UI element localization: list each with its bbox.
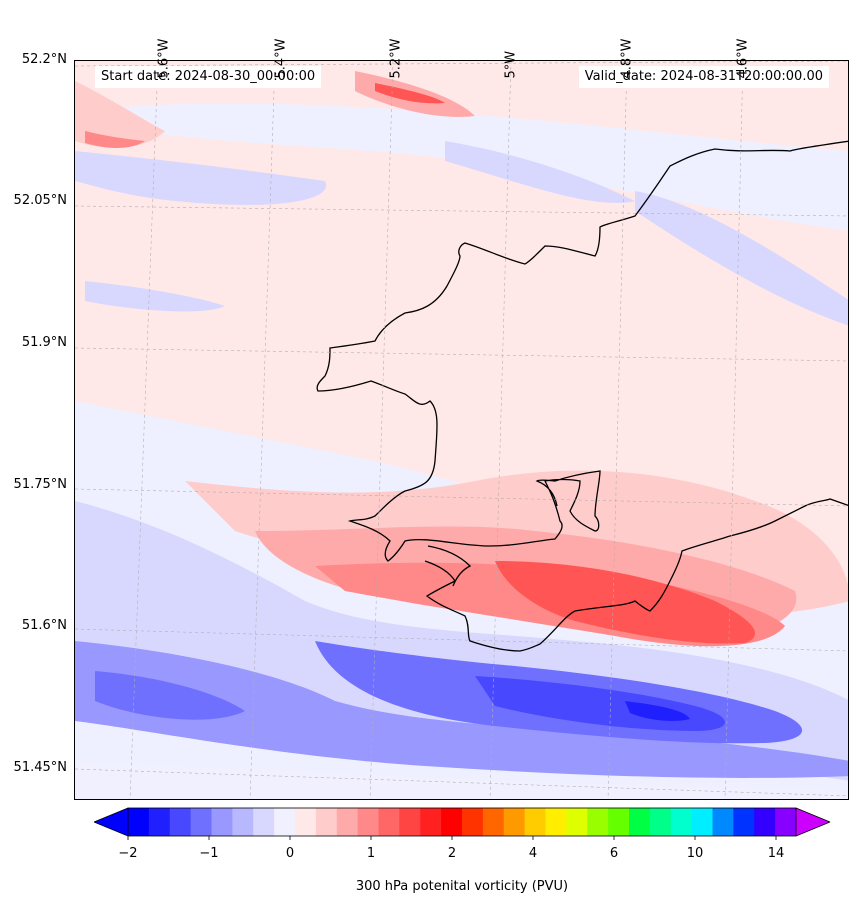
- lon-label-4-6: 4.6°W: [735, 38, 751, 79]
- pv-contour-lavender-upper: [75, 151, 327, 205]
- colorbar-cell: [399, 808, 421, 836]
- colorbar-cell: [733, 808, 755, 836]
- colorbar-cell: [441, 808, 463, 836]
- pv-contour-map: [75, 61, 848, 799]
- lat-label-51-6: 51.6°N: [21, 618, 67, 633]
- colorbar-cell: [336, 808, 359, 836]
- colorbar-cell: [211, 808, 233, 836]
- pv-contour-light-bottom: [75, 761, 848, 799]
- colorbar-cell: [503, 808, 526, 836]
- colorbar-tick-label: −2: [118, 846, 138, 861]
- colorbar-cell: [462, 808, 484, 836]
- pv-contour-lavender-left: [85, 281, 225, 312]
- colorbar-cell: [274, 808, 296, 836]
- colorbar-cell: [691, 808, 713, 836]
- colorbar-cell: [148, 808, 171, 836]
- lon-label-5-4: 5.4°W: [273, 38, 289, 79]
- lat-label-52-2: 52.2°N: [21, 52, 67, 67]
- colorbar-cell: [566, 808, 588, 836]
- colorbar-cell: [754, 808, 776, 836]
- colorbar-over-arrow: [796, 808, 830, 836]
- colorbar-tick-label: 6: [609, 846, 619, 861]
- colorbar-cell: [253, 808, 275, 836]
- colorbar-tick-label: 14: [767, 846, 785, 861]
- colorbar-tick-label: 10: [686, 846, 704, 861]
- map-panel: [74, 60, 849, 800]
- colorbar-cell: [629, 808, 651, 836]
- coastline-outline-icon: [316, 140, 848, 652]
- lon-label-5-2: 5.2°W: [388, 38, 404, 79]
- colorbar-under-arrow: [94, 808, 128, 836]
- colorbar-cell: [545, 808, 567, 836]
- lat-label-51-75: 51.75°N: [13, 477, 67, 492]
- pv-contour-periwinkle-low: [75, 641, 848, 778]
- pv-contour-red-topcenter: [375, 83, 445, 104]
- colorbar-cell: [524, 808, 546, 836]
- colorbar-cell: [670, 808, 693, 836]
- colorbar-cell: [357, 808, 379, 836]
- colorbar-tick-label: 1: [366, 846, 376, 861]
- colorbar-cell: [315, 808, 338, 836]
- colorbar-label: 300 hPa potenital vorticity (PVU): [355, 879, 569, 894]
- colorbar-tick-label: 0: [285, 846, 295, 861]
- colorbar-cell: [420, 808, 442, 836]
- colorbar-cell: [649, 808, 672, 836]
- colorbar-cell: [712, 808, 734, 836]
- colorbar: [93, 807, 831, 840]
- pv-contour-pink-topleft: [75, 81, 165, 148]
- pv-contour-deep-red-mid: [495, 561, 755, 644]
- colorbar-cell: [482, 808, 505, 836]
- valid-date-label: Valid_date: 2024-08-31T20:00:00.00: [578, 66, 829, 88]
- colorbar-cell: [190, 808, 212, 836]
- colorbar-tick-label: 2: [447, 846, 457, 861]
- colorbar-cell: [608, 808, 630, 836]
- lat-label-51-9: 51.9°N: [21, 335, 67, 350]
- colorbar-cell: [128, 808, 150, 836]
- start-date-label: Start date: 2024-08-30_00:00:00: [95, 66, 322, 88]
- colorbar-cell: [587, 808, 609, 836]
- colorbar-tick-label: −1: [199, 846, 219, 861]
- lat-label-51-45: 51.45°N: [13, 760, 67, 775]
- pv-contour-lavender-right: [635, 191, 848, 326]
- colorbar-cell: [295, 808, 317, 836]
- colorbar-cell: [169, 808, 192, 836]
- pv-contour-blue-left: [95, 671, 245, 720]
- pv-contour-red-topleft: [85, 131, 145, 148]
- pv-contour-deep-blue-core: [625, 701, 690, 721]
- colorbar-tick-label: 4: [528, 846, 538, 861]
- pv-contour-light-pink-band: [75, 121, 848, 581]
- colorbar-frame: [127, 807, 797, 837]
- colorbar-cell: [775, 808, 797, 836]
- colorbar-cell: [378, 808, 400, 836]
- lon-label-4-8: 4.8°W: [619, 38, 635, 79]
- lon-label-5: 5°W: [503, 50, 519, 79]
- pv-contour-lavender-top: [445, 141, 635, 203]
- colorbar-cell: [232, 808, 254, 836]
- lon-label-5-6: 5.6°W: [156, 38, 172, 79]
- lat-label-52-05: 52.05°N: [13, 193, 67, 208]
